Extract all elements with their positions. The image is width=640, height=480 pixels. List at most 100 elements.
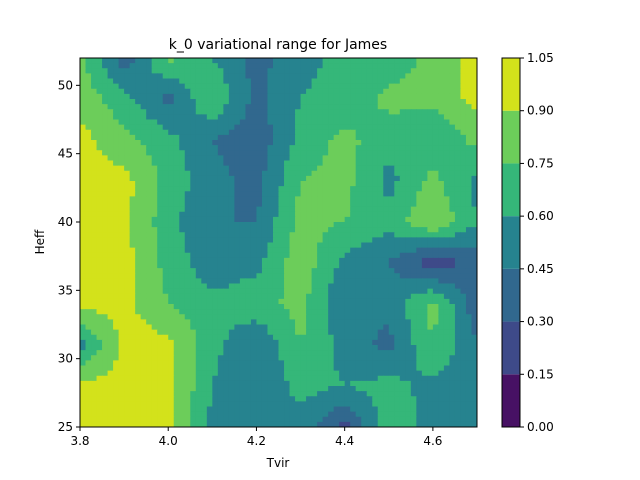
contour-cell [339,391,346,397]
contour-cell [471,181,477,187]
contour-cell [471,242,477,249]
contour-cell [394,109,401,115]
contour-cell [454,370,462,377]
contour-cell [355,129,362,136]
contour-cell [140,411,147,418]
contour-cell [91,406,98,413]
contour-cell [361,334,368,341]
contour-cell [339,288,346,295]
contour-cell [454,263,462,269]
contour-cell [421,68,428,74]
contour-cell [261,304,269,310]
contour-cell [284,252,291,259]
contour-cell [443,58,451,64]
contour-cell [460,160,467,167]
contour-cell [465,237,473,244]
contour-cell [333,355,340,361]
contour-cell [113,283,120,290]
contour-cell [256,365,263,372]
contour-cell [300,181,307,187]
contour-cell [223,350,230,356]
contour-cell [388,83,395,90]
contour-cell [405,186,412,192]
contour-cell [311,216,318,223]
contour-cell [96,88,103,95]
contour-cell [383,324,390,331]
contour-cell [239,380,247,387]
contour-cell [443,375,451,382]
contour-cell [85,396,92,402]
contour-cell [438,386,445,392]
contour-cell [333,140,340,146]
contour-cell [223,206,230,213]
contour-cell [460,129,467,136]
contour-cell [300,242,307,249]
contour-cell [245,201,252,208]
contour-cell [272,140,280,146]
contour-cell [212,88,219,95]
contour-cell [223,165,230,172]
contour-cell [267,252,274,259]
contour-cell [151,88,158,95]
contour-cell [432,329,439,336]
contour-cell [250,68,258,74]
contour-cell [234,273,241,279]
contour-cell [449,391,456,397]
contour-cell [416,263,423,269]
contour-cell [239,104,247,110]
contour-cell [328,211,335,218]
contour-cell [173,211,180,218]
contour-cell [223,175,230,182]
contour-cell [80,237,87,244]
contour-cell [91,396,98,402]
contour-cell [449,375,456,382]
contour-cell [146,186,153,192]
contour-cell [124,216,131,223]
contour-cell [272,365,280,372]
contour-cell [107,114,114,121]
contour-cell [454,268,462,274]
contour-cell [107,68,114,74]
contour-cell [443,145,451,151]
contour-cell [438,247,445,254]
contour-cell [361,396,368,402]
contour-cell [239,283,247,290]
contour-cell [383,63,390,69]
contour-cell [427,268,434,274]
contour-cell [449,350,456,356]
contour-cell [388,345,395,351]
contour-cell [311,334,318,341]
contour-cell [289,324,296,331]
contour-cell [234,181,241,187]
contour-cell [465,211,473,218]
contour-cell [289,99,296,105]
contour-cell [366,334,373,341]
contour-cell [91,78,98,85]
contour-cell [129,181,136,187]
contour-cell [195,252,202,259]
contour-cell [284,396,291,402]
contour-cell [460,309,467,315]
contour-cell [300,339,307,346]
contour-cell [272,345,280,351]
contour-cell [333,232,340,238]
contour-cell [135,99,142,105]
contour-cell [427,201,434,208]
contour-cell [333,309,340,315]
contour-cell [91,319,98,326]
contour-cell [267,263,274,269]
contour-cell [151,324,158,331]
contour-cell [289,206,296,213]
contour-cell [284,211,291,218]
contour-cell [278,124,285,131]
contour-cell [284,375,291,382]
contour-cell [107,140,114,146]
contour-cell [250,186,258,192]
contour-cell [140,360,147,367]
contour-cell [438,257,445,264]
contour-cell [201,191,208,197]
contour-cell [306,78,313,85]
contour-cell [267,339,274,346]
contour-cell [261,396,269,402]
contour-cell [416,160,423,167]
